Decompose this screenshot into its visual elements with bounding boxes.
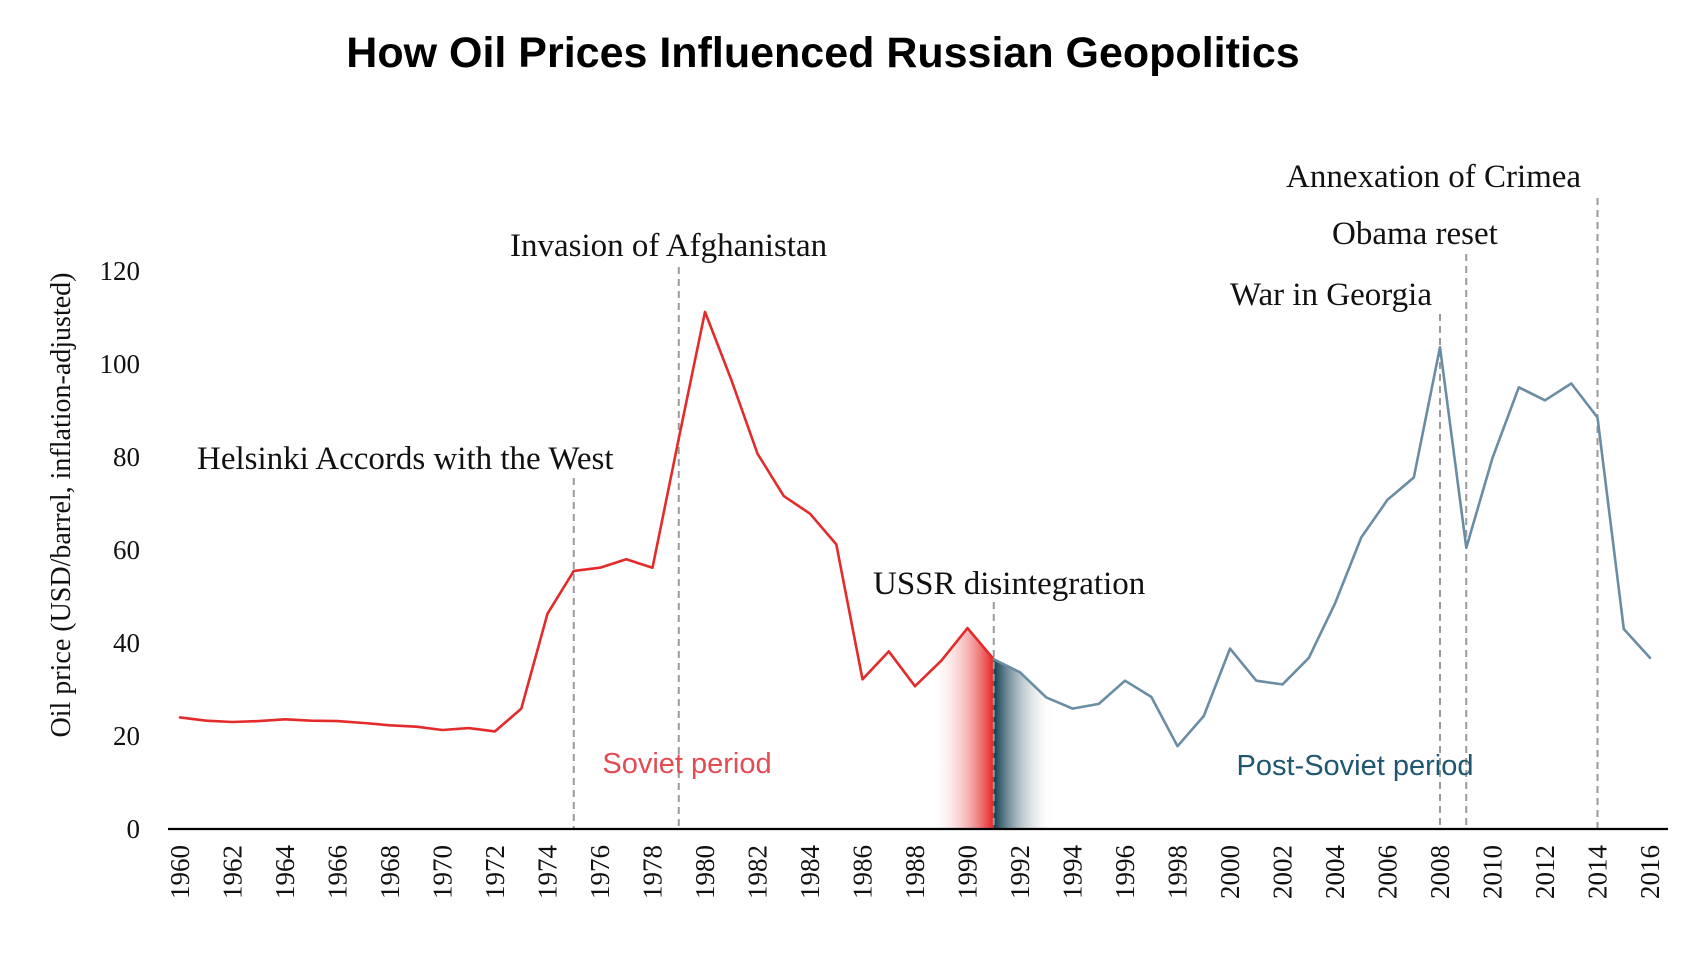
period-label: Post-Soviet period [1237,750,1474,782]
period-label: Soviet period [602,748,771,780]
x-tick-label: 1964 [270,845,300,900]
soviet-transition-gradient [930,628,994,829]
x-tick-label: 1962 [218,845,248,899]
y-tick-label: 120 [100,256,141,286]
x-tick-label: 2004 [1320,845,1350,900]
x-tick-label: 1968 [375,845,405,899]
chart-title: How Oil Prices Influenced Russian Geopol… [346,29,1299,77]
x-tick-label: 1980 [690,845,720,899]
x-tick-label: 2014 [1583,845,1613,900]
x-tick-label: 1990 [953,845,983,899]
annotation-label: Invasion of Afghanistan [510,228,827,264]
annotation-label: War in Georgia [1230,277,1432,313]
x-tick-label: 1986 [848,845,878,899]
x-tick-label: 1982 [743,845,773,899]
x-tick-label: 2016 [1635,845,1665,899]
x-tick-label: 1976 [585,845,615,899]
annotation-labels: Helsinki Accords with the West Invasion o… [197,159,1581,602]
x-tick-label: 2010 [1478,845,1508,899]
x-tick-label: 1998 [1163,845,1193,899]
annotation-lines [572,198,1599,829]
period-labels: Soviet period Post-Soviet period [602,748,1473,782]
series-lines [178,310,1652,748]
x-tick-label: 1972 [480,845,510,899]
y-axis-label: Oil price (USD/barrel, inflation-adjuste… [46,273,77,738]
x-tick-label: 2008 [1425,845,1455,899]
y-tick-label: 60 [113,535,140,565]
transition-gradients [930,628,1055,829]
x-tick-label: 1988 [900,845,930,899]
x-tick-label: 1984 [795,845,825,900]
x-tick-label: 1994 [1058,845,1088,900]
annotation-label: Obama reset [1332,216,1498,252]
x-tick-label: 1974 [533,845,563,900]
y-tick-label: 100 [100,349,141,379]
x-tick-label: 2002 [1268,845,1298,899]
y-tick-label: 0 [127,814,141,844]
x-tick-label: 1966 [323,845,353,899]
x-tick-label: 1960 [165,845,195,899]
x-tick-label: 2000 [1215,845,1245,899]
x-tick-label: 2006 [1373,845,1403,899]
x-tick-label: 1992 [1005,845,1035,899]
annotation-label: Annexation of Crimea [1286,159,1581,195]
y-tick-label: 80 [113,442,140,472]
post-soviet-period-line [992,346,1652,748]
y-tick-label: 40 [113,628,140,658]
tick-labels: 0 20 40 60 80 100 120 1960 1962 1964 1966 1968 1970 1… [100,256,1666,899]
post-soviet-transition-gradient [993,659,1055,829]
x-tick-label: 2012 [1530,845,1560,899]
y-tick-label: 20 [113,721,140,751]
x-tick-label: 1978 [638,845,668,899]
x-tick-label: 1996 [1110,845,1140,899]
x-tick-label: 1970 [428,845,458,899]
annotation-label: USSR disintegration [873,566,1145,602]
soviet-period-line [178,310,996,733]
annotation-label: Helsinki Accords with the West [197,441,614,477]
